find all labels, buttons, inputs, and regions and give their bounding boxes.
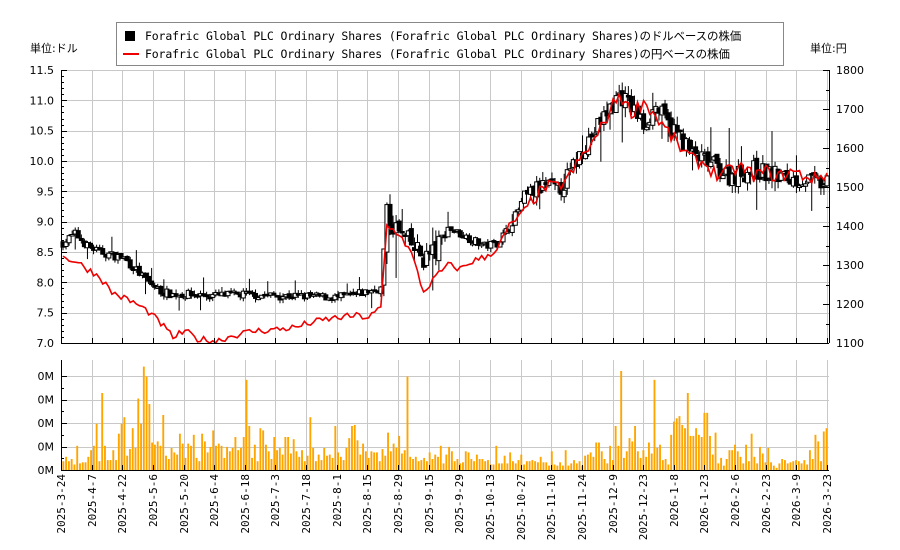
- left-y-tick-label: 9.5: [37, 185, 55, 198]
- x-date-tick-label: 2026-3-9: [790, 474, 803, 527]
- price-panel-grid: [61, 70, 829, 344]
- right-y-tick-label: 1300: [836, 259, 864, 272]
- axes: [61, 70, 830, 471]
- jpy-price-line: [62, 91, 828, 344]
- left-y-tick-label: 11.5: [30, 64, 55, 77]
- volume-y-tick-label: 0M: [38, 441, 55, 454]
- volume-bars: [62, 366, 828, 470]
- left-y-tick-label: 8.0: [37, 276, 55, 289]
- volume-y-tick-label: 0M: [38, 417, 55, 430]
- right-y-tick-label: 1500: [836, 181, 864, 194]
- x-date-tick-label: 2025-9-29: [453, 474, 466, 534]
- left-axis-unit: 単位:ドル: [30, 42, 78, 55]
- x-date-tick-label: 2025-11-10: [545, 474, 558, 540]
- black-square-swatch-icon: [125, 31, 135, 41]
- x-date-tick-label: 2025-8-1: [331, 474, 344, 527]
- x-date-tick-label: 2025-12-9: [607, 474, 620, 534]
- left-y-tick-label: 10.5: [30, 125, 55, 138]
- volume-y-tick-label: 0M: [38, 464, 55, 477]
- x-date-tick-label: 2025-7-18: [300, 474, 313, 534]
- x-date-tick-label: 2026-1-23: [698, 474, 711, 534]
- volume-y-tick-label: 0M: [38, 370, 55, 383]
- x-date-tick-label: 2025-4-7: [86, 474, 99, 527]
- x-date-tick-label: 2025-7-3: [269, 474, 282, 527]
- right-axis-unit: 単位:円: [810, 42, 847, 55]
- x-date-tick-label: 2026-3-23: [821, 474, 834, 534]
- x-date-tick-label: 2025-8-15: [361, 474, 374, 534]
- left-y-tick-label: 10.0: [30, 155, 55, 168]
- x-date-tick-label: 2025-4-22: [116, 474, 129, 534]
- volume-y-tick-label: 0M: [38, 394, 55, 407]
- x-date-tick-label: 2025-6-18: [239, 474, 252, 534]
- x-date-tick-label: 2025-10-13: [484, 474, 497, 540]
- x-date-tick-label: 2025-5-20: [178, 474, 191, 534]
- x-date-tick-label: 2026-2-6: [729, 474, 742, 527]
- x-date-tick-label: 2026-1-8: [668, 474, 681, 527]
- legend-item-jpy: Forafric Global PLC Ordinary Shares (For…: [123, 46, 730, 62]
- x-date-tick-label: 2025-11-24: [576, 474, 589, 541]
- x-date-tick-label: 2025-12-23: [637, 474, 650, 540]
- x-date-tick-label: 2025-6-4: [208, 474, 221, 527]
- x-date-tick-label: 2025-5-6: [147, 474, 160, 527]
- x-date-tick-label: 2026-2-23: [760, 474, 773, 534]
- left-y-tick-label: 9.0: [37, 216, 55, 229]
- legend-jpy-label: Forafric Global PLC Ordinary Shares (For…: [145, 47, 730, 61]
- right-y-tick-label: 1200: [836, 298, 864, 311]
- left-y-tick-label: 7.0: [37, 337, 55, 350]
- legend-usd-label: Forafric Global PLC Ordinary Shares (For…: [145, 29, 742, 43]
- x-date-tick-label: 2025-10-27: [515, 474, 528, 540]
- legend-item-usd: Forafric Global PLC Ordinary Shares (For…: [123, 28, 741, 44]
- red-line-swatch-icon: [123, 53, 139, 55]
- usd-candlesticks: [60, 82, 830, 311]
- right-y-tick-label: 1400: [836, 220, 864, 233]
- left-y-tick-label: 7.5: [37, 307, 55, 320]
- chart-legend: Forafric Global PLC Ordinary Shares (For…: [116, 22, 784, 66]
- left-y-tick-label: 8.5: [37, 246, 55, 259]
- right-y-tick-label: 1600: [836, 142, 864, 155]
- right-y-tick-label: 1800: [836, 64, 864, 77]
- axis-labels: 7.0 7.5 8.0 8.5 9.0 9.5 10.0 10.5 11.0 11.5 1100 12…: [30, 64, 865, 540]
- right-y-tick-label: 1700: [836, 103, 864, 116]
- right-y-tick-label: 1100: [836, 337, 864, 350]
- volume-panel-grid: [61, 360, 829, 471]
- x-date-tick-label: 2025-9-15: [423, 474, 436, 534]
- x-date-tick-label: 2025-3-24: [55, 474, 68, 534]
- left-y-tick-label: 11.0: [30, 94, 55, 107]
- x-date-tick-label: 2025-8-29: [392, 474, 405, 534]
